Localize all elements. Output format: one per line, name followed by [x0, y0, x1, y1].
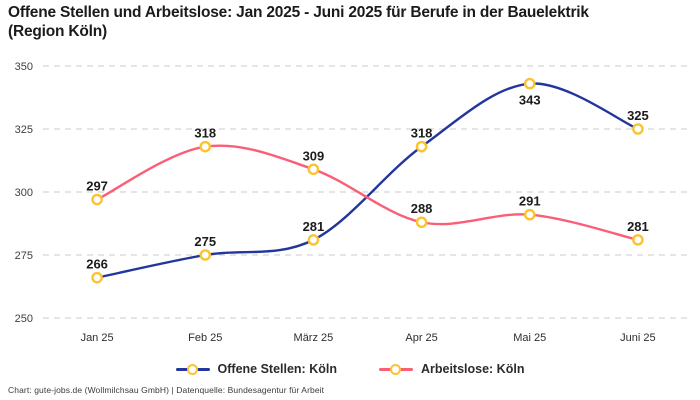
chart-credit: Chart: gute-jobs.de (Wollmilchsau GmbH) …	[8, 385, 325, 395]
legend-line-marker-icon	[175, 363, 210, 375]
value-label: 266	[86, 257, 108, 272]
legend-label: Offene Stellen: Köln	[217, 362, 337, 376]
legend-label: Arbeitslose: Köln	[420, 362, 525, 376]
value-label: 281	[303, 219, 325, 234]
value-label: 343	[519, 93, 541, 108]
data-point-marker	[91, 271, 103, 284]
data-point-marker	[415, 140, 428, 153]
x-tick-label: Mai 25	[513, 332, 546, 344]
data-point-marker	[307, 163, 320, 176]
chart-legend: Offene Stellen: Köln Arbeitslose: Köln	[0, 359, 700, 379]
data-point-marker	[91, 193, 103, 206]
x-tick-label: März 25	[294, 332, 334, 344]
legend-line-marker-icon	[378, 363, 413, 375]
data-point-marker	[199, 140, 212, 153]
data-point-marker	[523, 208, 536, 221]
y-tick-label: 275	[15, 250, 33, 262]
data-point-marker	[415, 216, 428, 229]
value-label: 297	[86, 179, 108, 194]
y-tick-label: 300	[15, 187, 33, 199]
value-label: 288	[411, 201, 433, 216]
circle-marker-icon	[389, 363, 401, 375]
legend-item-arbeitslose: Arbeitslose: Köln	[378, 362, 525, 376]
data-point-marker	[307, 234, 320, 246]
series-line	[95, 144, 640, 242]
value-label: 309	[303, 148, 325, 163]
x-tick-label: Feb 25	[188, 332, 222, 344]
x-tick-label: Juni 25	[620, 332, 655, 344]
data-point-marker	[632, 123, 644, 135]
chart-title-line2: (Region Köln)	[8, 22, 107, 40]
data-point-marker	[199, 249, 212, 261]
circle-marker-icon	[186, 363, 198, 375]
x-tick-label: Jan 25	[81, 332, 114, 344]
data-point-marker	[523, 77, 536, 90]
chart-title: Offene Stellen und Arbeitslose: Jan 2025…	[8, 4, 640, 42]
series-line	[95, 82, 640, 279]
value-label: 281	[627, 219, 649, 234]
data-point-marker	[632, 234, 644, 246]
x-tick-label: Apr 25	[405, 332, 437, 344]
legend-item-offene-stellen: Offene Stellen: Köln	[175, 362, 337, 376]
value-label: 318	[194, 126, 216, 141]
y-tick-label: 350	[15, 61, 33, 73]
value-label: 291	[519, 194, 541, 209]
value-label: 325	[627, 108, 649, 123]
y-tick-label: 250	[15, 313, 33, 325]
value-label: 318	[411, 126, 433, 141]
y-tick-label: 325	[15, 124, 33, 136]
chart-title-line1: Offene Stellen und Arbeitslose: Jan 2025…	[8, 4, 589, 21]
value-label: 275	[194, 234, 216, 249]
